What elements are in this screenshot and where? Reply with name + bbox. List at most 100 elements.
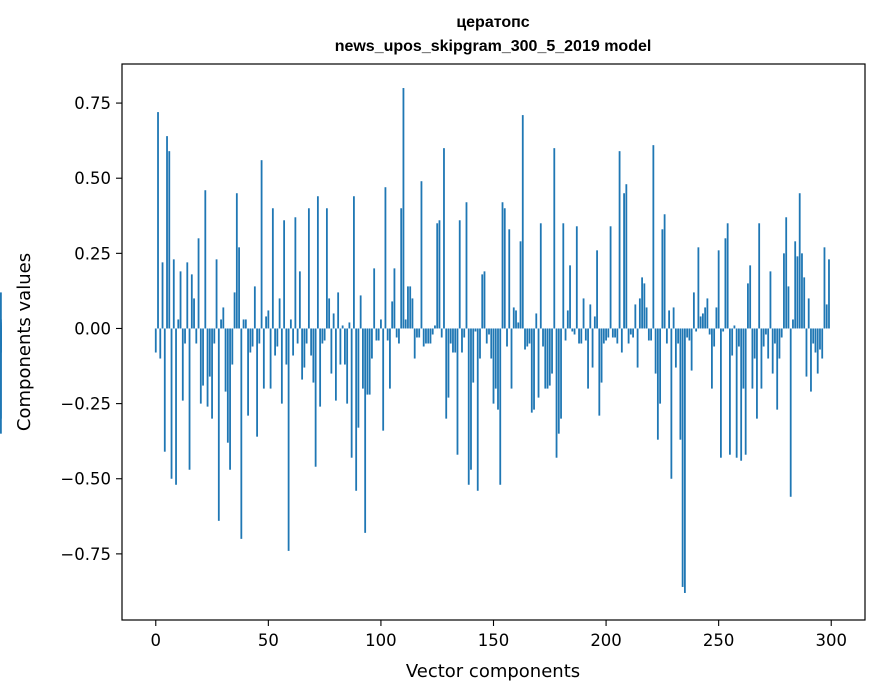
bar [334, 328, 337, 401]
bar [276, 328, 279, 347]
x-tick-label: 100 [365, 631, 397, 650]
bar [537, 328, 540, 398]
bar [738, 328, 740, 347]
bar [508, 229, 511, 329]
bar [807, 298, 810, 329]
bar [395, 328, 398, 338]
bar [656, 328, 659, 440]
bar [623, 193, 625, 329]
bar [794, 241, 797, 329]
bar [533, 328, 535, 410]
bar [159, 328, 162, 359]
bar [452, 328, 454, 353]
bar [638, 298, 641, 329]
bar [625, 184, 628, 329]
bar [220, 319, 222, 329]
bar [420, 181, 423, 329]
bar [265, 316, 267, 329]
bar [501, 202, 504, 329]
bar [524, 328, 526, 350]
bar [618, 151, 621, 329]
bar [170, 328, 173, 479]
bar [427, 328, 430, 344]
bar [569, 265, 571, 329]
bar [515, 310, 517, 329]
bar [190, 274, 193, 329]
bar [735, 328, 738, 458]
bar [287, 328, 290, 551]
bar [215, 259, 218, 329]
bar [463, 328, 466, 338]
bar [154, 328, 157, 353]
bar [769, 271, 772, 329]
bar [749, 265, 752, 329]
bar [476, 328, 479, 491]
bar [307, 208, 310, 329]
bar [611, 328, 614, 338]
bar [371, 328, 373, 359]
bar [825, 304, 828, 329]
bar [731, 328, 734, 356]
bar [683, 328, 686, 593]
bar [283, 220, 286, 329]
bar [798, 193, 801, 329]
bar [0, 325, 2, 329]
x-tick-label: 50 [258, 631, 279, 650]
bar [819, 328, 821, 350]
bar [472, 328, 475, 383]
bar [319, 328, 322, 407]
bar [298, 271, 301, 329]
bar [512, 307, 515, 329]
bar [398, 328, 400, 344]
bar [762, 328, 765, 347]
bar [249, 328, 252, 353]
bar [330, 328, 333, 374]
bar [461, 328, 463, 353]
bar [679, 328, 682, 440]
x-tick-label: 150 [478, 631, 510, 650]
bar [310, 328, 313, 356]
bar [440, 328, 443, 338]
bar [253, 286, 256, 329]
bar [704, 307, 707, 329]
bar [609, 226, 612, 329]
bar [346, 328, 349, 404]
bar [362, 328, 364, 389]
bar [274, 328, 276, 356]
bar [634, 304, 637, 329]
bar [771, 328, 774, 374]
bar [774, 328, 776, 344]
bar [186, 262, 189, 329]
bar [539, 223, 542, 329]
bar [706, 298, 709, 329]
bar [789, 328, 792, 497]
bar [812, 328, 815, 344]
bar [724, 238, 727, 329]
bar [470, 328, 472, 470]
bar [756, 328, 758, 419]
bar [810, 328, 812, 392]
bar [422, 328, 425, 347]
bar [528, 328, 531, 344]
bar [711, 328, 713, 389]
bar [179, 271, 182, 329]
bar [681, 328, 684, 587]
bar [316, 196, 319, 329]
bar [497, 328, 499, 410]
bar [645, 307, 648, 329]
bar [208, 328, 211, 377]
bar [443, 148, 445, 329]
bar [407, 286, 409, 329]
bar [206, 328, 209, 407]
bar [400, 208, 403, 329]
bar [222, 307, 225, 329]
bar [720, 328, 722, 458]
bar [787, 286, 790, 329]
bar [767, 328, 770, 359]
bar [517, 322, 520, 329]
bar [474, 328, 477, 332]
bar [479, 328, 481, 359]
bar [380, 319, 382, 329]
bar [620, 328, 623, 353]
bar [172, 259, 175, 329]
